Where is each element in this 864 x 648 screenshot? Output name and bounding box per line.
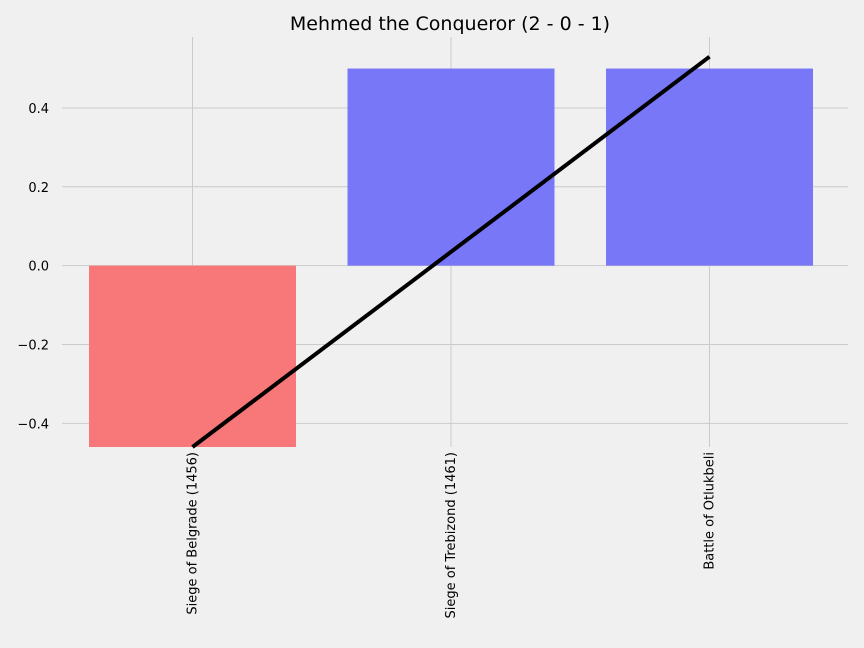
bar-0 — [89, 265, 296, 447]
x-axis-ticks: Siege of Belgrade (1456) Siege of Trebizo… — [186, 452, 718, 619]
x-tick-label: Siege of Trebizond (1461) — [444, 452, 459, 619]
chart-title: Mehmed the Conqueror (2 - 0 - 1) — [290, 13, 610, 35]
y-tick-label: 0.2 — [28, 181, 49, 196]
bars — [89, 68, 813, 447]
bar-1 — [347, 68, 555, 266]
y-tick-label: −0.4 — [17, 417, 49, 432]
y-tick-label: 0.0 — [28, 260, 49, 275]
trend-line-layer — [191, 55, 711, 449]
y-axis-ticks: −0.4 −0.2 0.0 0.2 0.4 — [17, 102, 49, 432]
x-tick-label: Battle of Otlukbeli — [703, 452, 718, 570]
x-tick-label: Siege of Belgrade (1456) — [186, 452, 201, 615]
y-tick-label: −0.2 — [17, 339, 49, 354]
y-tick-label: 0.4 — [28, 102, 49, 117]
trend-line — [191, 55, 711, 449]
bar-2 — [606, 68, 813, 266]
